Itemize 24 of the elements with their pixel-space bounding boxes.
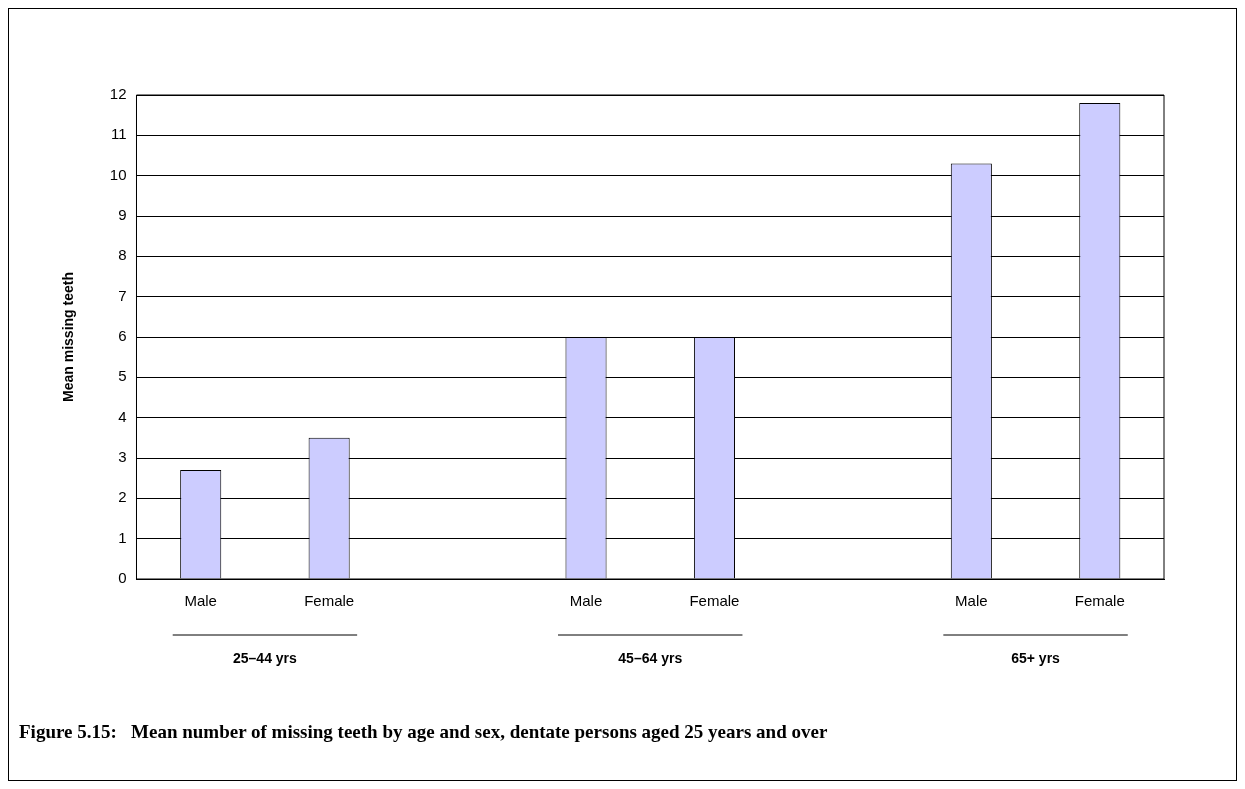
text: 45–64 yrs	[618, 649, 683, 666]
y-axis-title: Mean missing teeth	[60, 272, 77, 402]
y-tick-label: 1	[118, 528, 127, 546]
text: 25–44 yrs	[233, 649, 298, 666]
x-tick-label: Female	[304, 592, 355, 610]
y-tick-label: 6	[118, 327, 127, 345]
y-tick-label: 0	[118, 569, 127, 587]
y-tick-label: 4	[118, 407, 127, 425]
y-tick-label: 11	[110, 125, 127, 143]
y-tick-label: 9	[118, 206, 127, 224]
x-tick-label: Female	[1074, 592, 1125, 610]
x-tick-label: Female	[689, 592, 740, 610]
y-tick-label: 10	[109, 165, 127, 183]
y-tick-label: 12	[109, 85, 127, 103]
y-tick-label: 2	[118, 488, 127, 506]
text: 65+ yrs	[1011, 649, 1061, 666]
y-tick-label: 3	[118, 448, 127, 466]
y-tick-label: 5	[118, 367, 127, 385]
y-tick-label: 8	[118, 246, 127, 264]
x-tick-label: Male	[569, 592, 603, 610]
x-tick-label: Male	[955, 592, 988, 610]
text: Figure 5.15: Mean number of missing teeth by age and sex, dentate persons aged 25 years and over	[18, 720, 829, 743]
x-tick-label: Male	[184, 592, 217, 610]
y-tick-label: 7	[118, 286, 127, 304]
